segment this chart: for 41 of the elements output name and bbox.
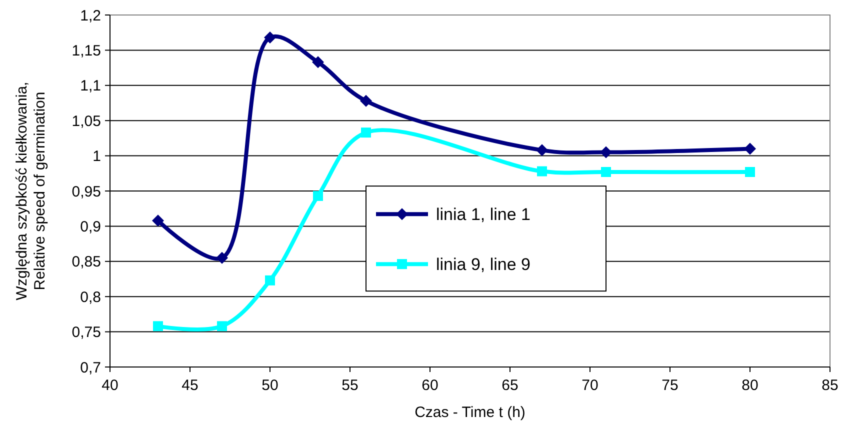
x-tick-label: 75 <box>662 377 678 394</box>
point <box>152 214 164 227</box>
point <box>153 321 163 332</box>
point <box>600 146 612 158</box>
x-tick-label: 55 <box>342 377 358 394</box>
x-tick-label: 80 <box>742 377 758 394</box>
y-tick-label: 0,75 <box>72 324 101 342</box>
legend-label: linia 1, line 1 <box>436 205 531 224</box>
point <box>216 252 228 264</box>
legend-label: linia 9, line 9 <box>436 255 531 274</box>
point <box>745 166 755 177</box>
point <box>312 56 324 68</box>
y-tick-label: 1,1 <box>80 78 101 95</box>
x-tick-label: 60 <box>422 377 438 394</box>
y-tick-label: 1,2 <box>80 7 101 24</box>
point <box>217 321 227 332</box>
point <box>537 166 547 176</box>
point <box>361 128 371 138</box>
y-axis-title: Względna szybkość kiełkowania, Relative speed of germination <box>14 82 48 300</box>
y-tick-label: 0,85 <box>72 254 101 271</box>
point <box>536 144 548 156</box>
y-tick-label: 1,05 <box>72 112 101 130</box>
x-tick-label: 50 <box>262 377 278 394</box>
point <box>360 94 372 107</box>
y-tick-label: 0,7 <box>80 359 101 376</box>
point <box>744 142 756 155</box>
y-tick-label: 0,8 <box>80 288 101 306</box>
x-tick-label: 65 <box>502 377 518 394</box>
y-tick-label: 1,15 <box>72 42 101 60</box>
x-tick-label: 85 <box>822 377 838 394</box>
y-tick-label: 0,9 <box>80 218 101 236</box>
point <box>265 275 275 286</box>
x-tick-label: 40 <box>102 377 118 394</box>
point <box>264 32 276 44</box>
point <box>313 190 323 201</box>
y-tick-label: 1 <box>92 148 101 166</box>
y-tick-label: 0,95 <box>72 183 101 200</box>
x-tick-label: 70 <box>582 377 598 394</box>
x-axis-title: Czas - Time t (h) <box>414 404 526 421</box>
x-tick-label: 45 <box>182 377 198 394</box>
point <box>601 166 611 177</box>
